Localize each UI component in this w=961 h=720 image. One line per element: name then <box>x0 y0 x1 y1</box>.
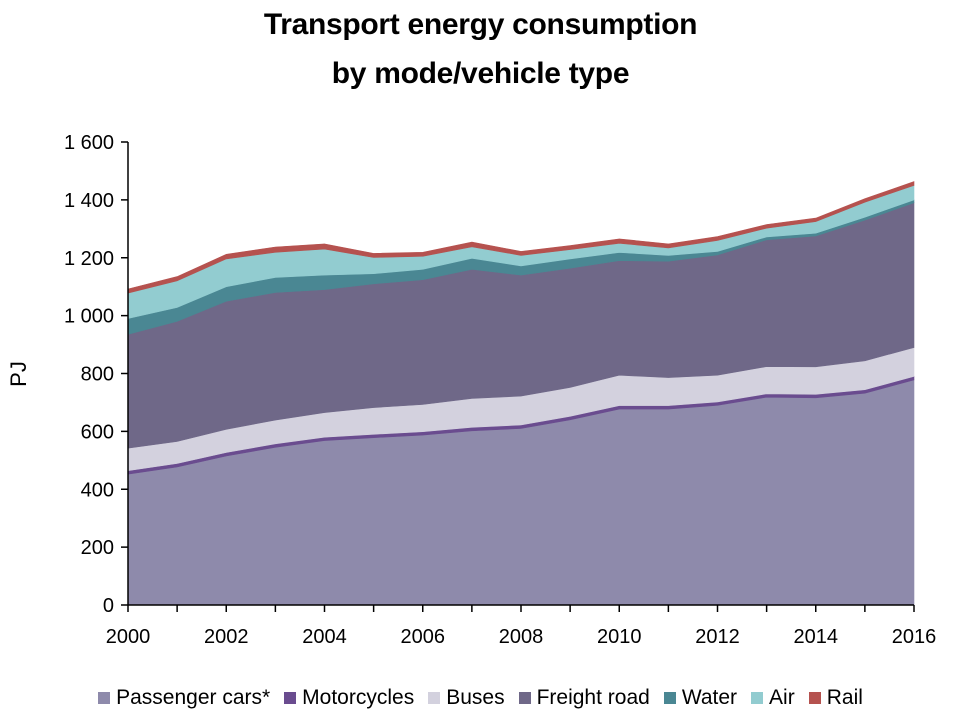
y-tick-label: 1 400 <box>64 190 114 212</box>
legend-swatch <box>284 692 297 704</box>
legend-label: Buses <box>446 686 505 709</box>
x-tick-label: 2014 <box>794 626 839 648</box>
y-tick-label: 0 <box>103 595 114 617</box>
x-tick-label: 2004 <box>302 626 347 648</box>
legend-item: Buses <box>428 686 505 710</box>
legend-label: Passenger cars* <box>116 686 271 709</box>
legend: Passenger cars* Motorcycles Buses Freight r… <box>0 686 961 710</box>
x-tick-label: 2010 <box>597 626 642 648</box>
legend-label: Rail <box>826 686 863 709</box>
stacked-areas <box>127 181 915 606</box>
x-tick-label: 2016 <box>892 626 937 648</box>
legend-swatch <box>98 692 111 704</box>
y-tick-label: 800 <box>81 364 114 386</box>
legend-label: Freight road <box>536 686 650 709</box>
legend-label: Water <box>681 686 738 709</box>
y-tick-label: 1 000 <box>64 306 114 328</box>
chart-title-line2: by mode/vehicle type <box>331 57 630 90</box>
y-tick-label: 400 <box>81 479 114 501</box>
legend-item: Rail <box>808 686 863 710</box>
legend-item: Freight road <box>518 686 650 710</box>
x-tick-label: 2008 <box>499 626 544 648</box>
x-tick-labels: 2000 2002 2004 2006 2008 2010 2012 2014 2016 <box>106 626 937 648</box>
legend-swatch <box>663 692 676 704</box>
x-tick-label: 2006 <box>401 626 446 648</box>
legend-item: Water <box>663 686 738 710</box>
x-tick-label: 2002 <box>204 626 249 648</box>
legend-item: Passenger cars* <box>98 686 270 710</box>
x-tick-label: 2012 <box>695 626 740 648</box>
x-tick-label: 2000 <box>106 626 151 648</box>
axes <box>121 141 915 612</box>
legend-label: Motorcycles <box>302 686 415 709</box>
legend-label: Air <box>769 686 795 709</box>
y-tick-label: 200 <box>81 537 114 559</box>
y-tick-label: 600 <box>81 421 114 443</box>
legend-swatch <box>808 692 821 704</box>
area-series-6 <box>127 181 915 294</box>
y-tick-labels: 0 200 400 600 800 1 000 1 200 1 400 1 600 <box>64 132 114 617</box>
legend-swatch <box>518 692 531 704</box>
y-axis-label: PJ <box>6 361 31 387</box>
y-tick-label: 1 600 <box>64 132 114 154</box>
legend-item: Motorcycles <box>284 686 414 710</box>
legend-swatch <box>428 692 441 704</box>
chart-title: Transport energy consumption <box>263 8 698 41</box>
legend-swatch <box>751 692 764 704</box>
y-tick-label: 1 200 <box>64 248 114 270</box>
legend-item: Air <box>751 686 795 710</box>
